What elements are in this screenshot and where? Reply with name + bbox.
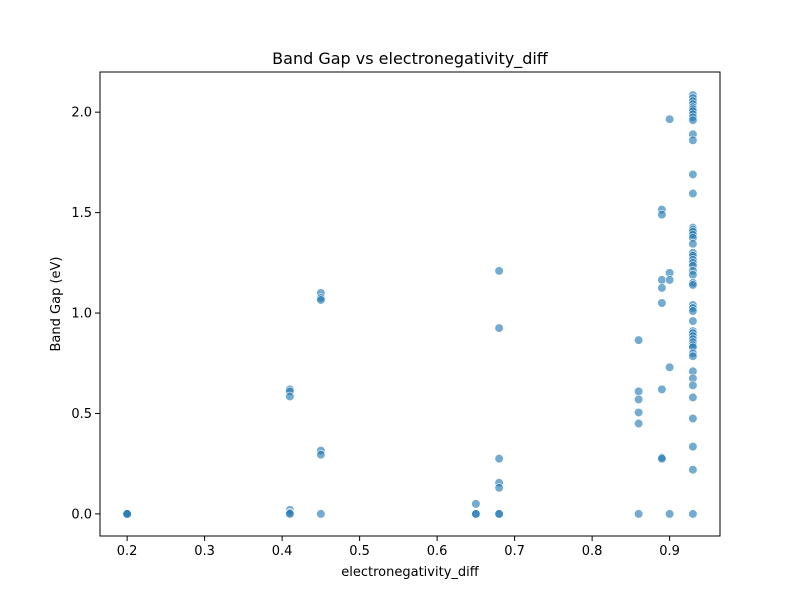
data-point-36 (657, 384, 667, 394)
data-point-75 (688, 306, 698, 316)
plot-frame (99, 71, 721, 537)
data-point-24 (494, 509, 504, 519)
chart-title: Band Gap vs electronegativity_diff (272, 49, 549, 69)
data-point-32 (657, 210, 667, 220)
data-point-56 (688, 169, 698, 180)
y-tick-label: 2.0 (71, 106, 92, 121)
y-axis-ticks: 0.0 0.5 1.0 1.5 2.0 (71, 106, 100, 522)
data-point-18 (494, 266, 504, 276)
data-point-63 (688, 239, 698, 249)
x-tick-label: 0.8 (582, 544, 603, 559)
y-tick-label: 1.0 (71, 307, 92, 322)
data-point-30 (634, 509, 644, 519)
data-point-93 (688, 509, 698, 519)
data-point-89 (688, 392, 698, 403)
data-point-53 (688, 115, 698, 125)
x-tick-label: 0.7 (504, 544, 525, 559)
data-point-57 (688, 188, 698, 199)
data-point-39 (665, 114, 675, 124)
data-point-20 (494, 454, 504, 464)
data-point-76 (688, 316, 698, 326)
data-point-92 (688, 465, 698, 475)
x-axis-label: electronegativity_diff (341, 565, 479, 580)
data-point-41 (665, 275, 675, 285)
y-tick-label: 0.0 (71, 507, 92, 522)
data-point-43 (665, 509, 675, 519)
data-point-38 (657, 454, 667, 464)
data-point-22 (494, 483, 504, 493)
data-point-70 (688, 270, 698, 280)
data-point-17 (471, 509, 481, 519)
x-tick-label: 0.3 (194, 544, 215, 559)
x-tick-label: 0.2 (117, 544, 138, 559)
data-point-55 (688, 135, 698, 145)
data-point-19 (494, 323, 504, 333)
x-axis-ticks: 0.2 0.3 0.4 0.5 0.6 0.7 0.8 0.9 (117, 536, 680, 559)
data-point-34 (657, 283, 667, 293)
data-point-29 (634, 418, 644, 429)
data-point-11 (316, 295, 326, 305)
data-point-91 (688, 442, 698, 452)
x-tick-label: 0.6 (427, 544, 448, 559)
data-point-33 (657, 275, 667, 285)
data-point-90 (688, 413, 698, 424)
data-point-26 (634, 386, 644, 396)
x-tick-label: 0.4 (272, 544, 293, 559)
data-point-5 (285, 391, 295, 402)
data-point-28 (634, 407, 644, 418)
data-point-14 (316, 509, 326, 519)
data-point-88 (688, 380, 698, 390)
data-point-8 (285, 509, 295, 519)
data-point-27 (634, 394, 644, 405)
data-point-25 (634, 335, 644, 345)
data-point-72 (688, 280, 698, 290)
data-point-2 (122, 509, 132, 519)
x-tick-label: 0.9 (659, 544, 680, 559)
y-tick-label: 1.5 (71, 206, 92, 221)
data-point-35 (657, 298, 667, 308)
y-tick-label: 0.5 (71, 407, 92, 422)
y-axis-label: Band Gap (eV) (49, 257, 64, 352)
data-point-15 (471, 499, 481, 509)
data-point-85 (688, 351, 698, 361)
points-layer (122, 90, 698, 519)
data-point-13 (316, 450, 326, 460)
data-point-42 (665, 362, 675, 372)
x-tick-label: 0.5 (349, 544, 370, 559)
